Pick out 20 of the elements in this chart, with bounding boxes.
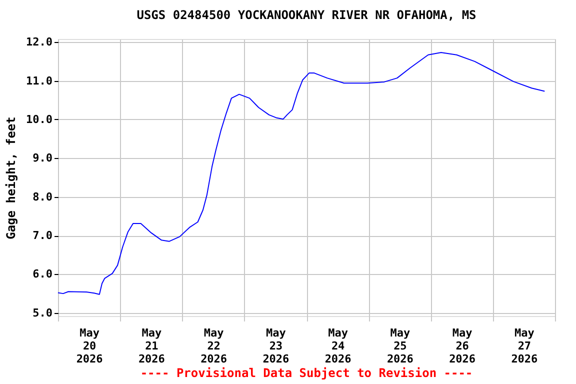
x-tick-label: May 27 2026 — [511, 326, 538, 366]
y-tick-label: 8.0 — [32, 190, 52, 204]
x-tick-label: May 25 2026 — [386, 326, 414, 366]
line-series — [58, 52, 546, 295]
x-tick-label: May 24 2026 — [324, 326, 352, 366]
x-tick-label: May 21 2026 — [138, 326, 166, 366]
x-tick-label: May 20 2026 — [76, 326, 104, 366]
text: ---- Provisional Data Subject to Revision ---- — [140, 366, 473, 380]
y-tick-label: 11.0 — [26, 74, 52, 88]
y-tick-label: 12.0 — [26, 36, 52, 49]
y-tick-label: 5.0 — [32, 306, 52, 320]
y-tick-label: 7.0 — [32, 229, 52, 242]
y-tick-label: 6.0 — [32, 268, 52, 281]
x-tick-label: May 23 2026 — [262, 326, 290, 366]
y-axis-title: Gage height, feet — [4, 116, 18, 240]
x-tick-label: May 22 2026 — [200, 326, 228, 366]
x-tick-label: May 26 2026 — [449, 326, 476, 366]
y-tick-label: 10.0 — [26, 112, 52, 126]
chart-title: USGS 02484500 YOCKANOOKANY RIVER NR OFAHOMA, MS — [136, 8, 476, 22]
y-tick-label: 9.0 — [32, 152, 52, 165]
